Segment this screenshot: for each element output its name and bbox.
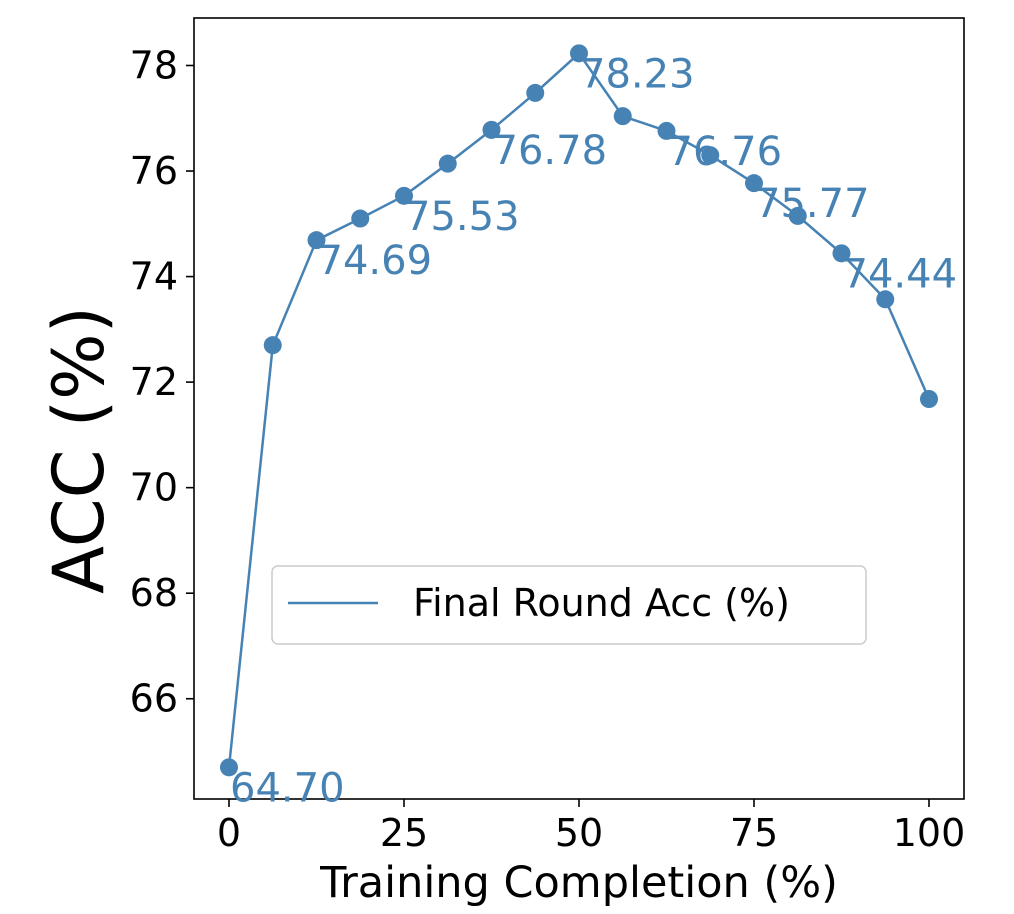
y-axis-ticks: 66 68 70 72 74 76 78 xyxy=(130,43,194,721)
data-label: 75.53 xyxy=(405,194,520,240)
data-label: 75.77 xyxy=(755,181,870,227)
data-point xyxy=(613,107,632,126)
x-tick-label: 25 xyxy=(380,811,428,855)
y-tick-label: 72 xyxy=(130,360,178,404)
data-point xyxy=(438,154,457,173)
data-label: 64.70 xyxy=(230,765,345,811)
data-point xyxy=(832,244,851,263)
x-axis-ticks: 0 25 50 75 100 xyxy=(217,799,965,855)
y-tick-label: 76 xyxy=(130,149,178,193)
x-tick-label: 100 xyxy=(893,811,966,855)
data-point xyxy=(701,146,720,165)
legend-entry-label: Final Round Acc (%) xyxy=(413,581,790,625)
y-tick-label: 74 xyxy=(130,255,178,299)
x-tick-label: 75 xyxy=(730,811,778,855)
data-point xyxy=(220,758,238,777)
data-point xyxy=(657,121,676,140)
data-label: 76.76 xyxy=(668,129,783,175)
y-axis-label: ACC (%) xyxy=(38,306,120,594)
legend: Final Round Acc (%) xyxy=(271,565,867,645)
data-point xyxy=(920,390,938,409)
data-label: 74.69 xyxy=(318,238,433,284)
legend-box xyxy=(271,565,867,645)
data-label: 76.78 xyxy=(493,128,608,174)
data-points xyxy=(220,44,938,777)
y-tick-label: 70 xyxy=(130,466,178,510)
data-point xyxy=(482,120,501,139)
data-label: 74.44 xyxy=(843,251,958,297)
y-tick-label: 78 xyxy=(130,43,178,87)
data-point xyxy=(263,336,282,355)
y-tick-label: 66 xyxy=(130,677,178,721)
data-point xyxy=(570,44,588,63)
data-point xyxy=(351,209,370,228)
x-tick-label: 0 xyxy=(217,811,241,855)
data-point xyxy=(876,290,895,309)
x-tick-label: 50 xyxy=(555,811,603,855)
data-point xyxy=(395,186,413,205)
x-axis-label: Training Completion (%) xyxy=(319,858,838,908)
y-tick-label: 68 xyxy=(130,571,178,615)
data-label: 78.23 xyxy=(580,51,695,97)
data-point xyxy=(526,83,545,102)
data-point xyxy=(788,206,807,225)
data-point xyxy=(307,231,326,250)
data-point xyxy=(745,174,763,193)
